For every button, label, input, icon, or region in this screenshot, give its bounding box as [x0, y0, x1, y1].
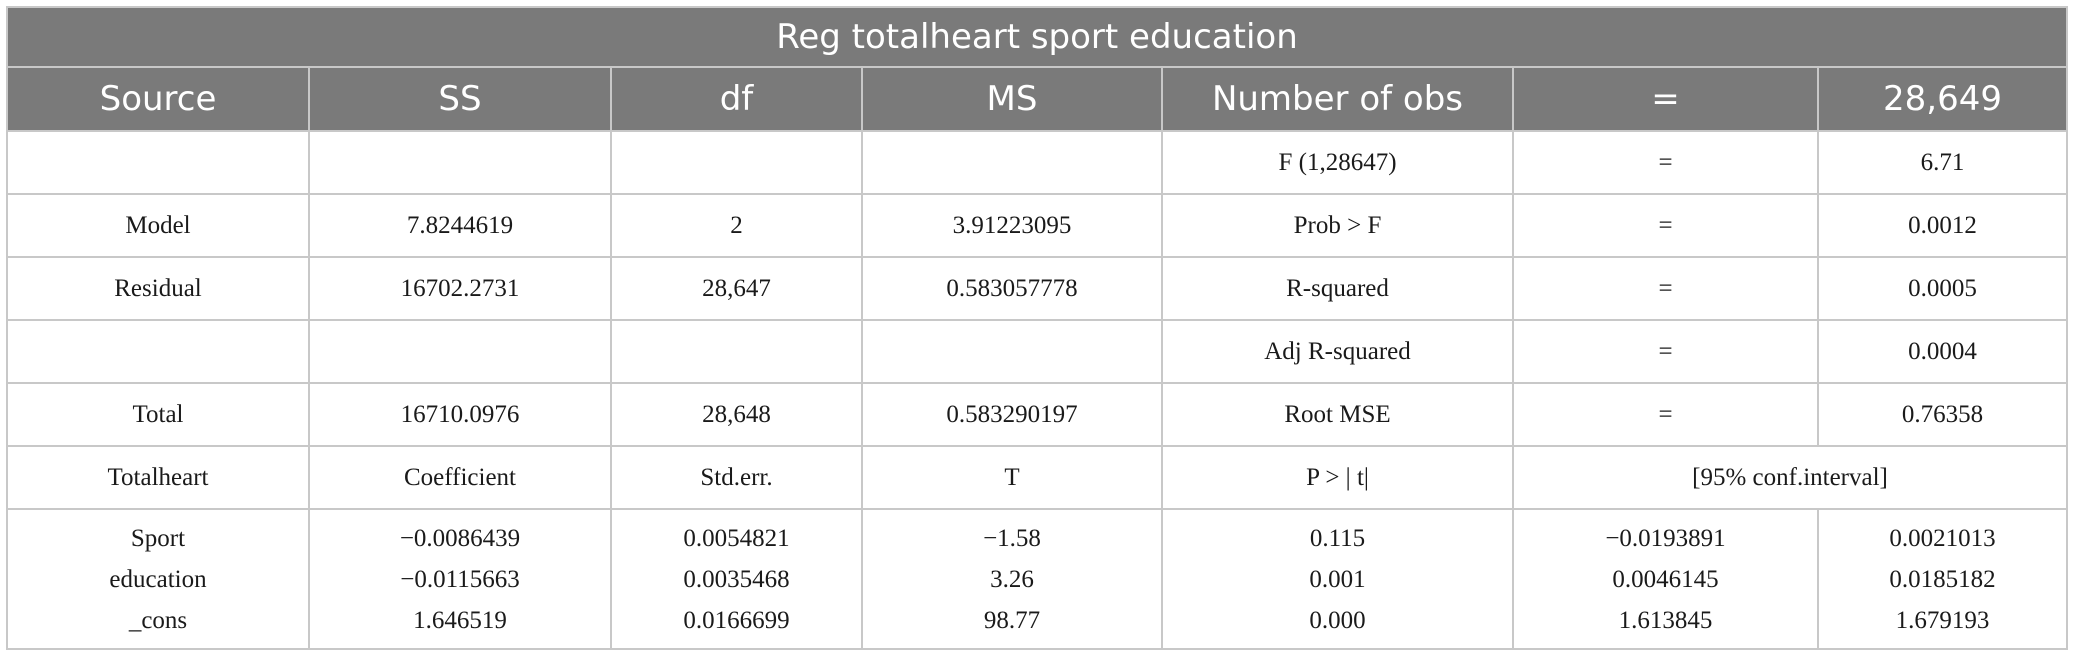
- table-cell: =: [1512, 382, 1819, 447]
- table-cell: 28,647: [610, 256, 863, 321]
- table-cell: 0.583057778: [861, 256, 1163, 321]
- header-row: Source SS df MS Number of obs = 28,649: [6, 66, 2069, 132]
- table-cell: Total: [6, 382, 310, 447]
- coef-var-cell: Sport education _cons: [6, 508, 310, 650]
- table-cell: F (1,28647): [1161, 130, 1514, 195]
- table-cell: Root MSE: [1161, 382, 1514, 447]
- std-err-value: 0.0035468: [683, 565, 790, 593]
- coef-var: _cons: [128, 606, 188, 634]
- table-cell: 3.91223095: [861, 193, 1163, 258]
- coef-value: −0.0086439: [399, 524, 521, 552]
- table-cell: Adj R-squared: [1161, 319, 1514, 384]
- header-source: Source: [6, 66, 310, 132]
- table-cell: 2: [610, 193, 863, 258]
- table-cell: 28,648: [610, 382, 863, 447]
- ci-lower-value: 0.0046145: [1612, 565, 1719, 593]
- table-row: Total 16710.0976 28,648 0.583290197 Root…: [6, 382, 2069, 447]
- table-cell: 16702.2731: [308, 256, 612, 321]
- table-row: Residual 16702.2731 28,647 0.583057778 R…: [6, 256, 2069, 321]
- ci-upper-value: 0.0185182: [1889, 565, 1996, 593]
- table-cell: 0.0004: [1816, 319, 2069, 384]
- p-value: 0.115: [1309, 524, 1366, 552]
- regression-table-container: Reg totalheart sport education Source SS…: [5, 6, 2069, 650]
- table-row: Adj R-squared = 0.0004: [6, 319, 2069, 384]
- coef-header-t: T: [861, 445, 1163, 510]
- t-stat-cell: −1.58 3.26 98.77: [861, 508, 1163, 650]
- table-row: Model 7.8244619 2 3.91223095 Prob > F = …: [6, 193, 2069, 258]
- table-cell: [861, 319, 1163, 384]
- table-cell: [308, 130, 612, 195]
- title-row: Reg totalheart sport education: [5, 6, 2069, 68]
- table-cell: =: [1512, 319, 1819, 384]
- coef-header-row: Totalheart Coefficient Std.err. T P > | …: [6, 445, 2069, 510]
- p-value: 0.001: [1309, 565, 1366, 593]
- coef-var: Sport: [130, 524, 186, 552]
- coef-header-ci: [95% conf.interval]: [1511, 445, 2069, 510]
- coef-rows: Sport education _cons −0.0086439 −0.0115…: [6, 508, 2069, 650]
- table-cell: 0.583290197: [861, 382, 1163, 447]
- table-cell: 0.76358: [1816, 382, 2069, 447]
- header-ss: SS: [308, 66, 612, 132]
- table-cell: Prob > F: [1161, 193, 1514, 258]
- table-cell: [6, 319, 310, 384]
- ci-upper-value: 0.0021013: [1889, 524, 1996, 552]
- ci-lower-value: −0.0193891: [1605, 524, 1726, 552]
- coef-header-var: Totalheart: [6, 445, 310, 510]
- coef-var: education: [109, 565, 207, 593]
- table-cell: R-squared: [1161, 256, 1514, 321]
- ci-upper-cell: 0.0021013 0.0185182 1.679193: [1816, 508, 2069, 650]
- table-cell: 0.0005: [1816, 256, 2069, 321]
- coef-header-p: P > | t|: [1161, 445, 1514, 510]
- table-cell: =: [1512, 256, 1819, 321]
- std-err-value: 0.0054821: [683, 524, 790, 552]
- coef-value-cell: −0.0086439 −0.0115663 1.646519: [308, 508, 612, 650]
- table-cell: [308, 319, 612, 384]
- t-stat-value: 98.77: [983, 606, 1041, 634]
- header-df: df: [610, 66, 863, 132]
- table-row: F (1,28647) = 6.71: [6, 130, 2069, 195]
- table-cell: =: [1512, 193, 1819, 258]
- regression-table: Reg totalheart sport education Source SS…: [5, 6, 2069, 650]
- table-cell: =: [1512, 130, 1819, 195]
- table-cell: [610, 130, 863, 195]
- table-cell: 0.0012: [1816, 193, 2069, 258]
- table-cell: [861, 130, 1163, 195]
- coef-header-se: Std.err.: [610, 445, 863, 510]
- coef-value: 1.646519: [413, 606, 507, 634]
- table-cell: 16710.0976: [308, 382, 612, 447]
- std-err-value: 0.0166699: [683, 606, 790, 634]
- p-value: 0.000: [1309, 606, 1366, 634]
- table-cell: 6.71: [1816, 130, 2069, 195]
- header-ms: MS: [861, 66, 1163, 132]
- t-stat-value: 3.26: [990, 565, 1034, 593]
- coef-value: −0.0115663: [400, 565, 520, 593]
- std-err-cell: 0.0054821 0.0035468 0.0166699: [610, 508, 863, 650]
- t-stat-value: −1.58: [983, 524, 1041, 552]
- table-cell: [6, 130, 310, 195]
- coef-header-coef: Coefficient: [308, 445, 612, 510]
- header-obs-value: 28,649: [1816, 66, 2069, 132]
- table-cell: 7.8244619: [308, 193, 612, 258]
- table-title: Reg totalheart sport education: [5, 6, 2069, 68]
- table-cell: Model: [6, 193, 310, 258]
- header-equals: =: [1512, 66, 1819, 132]
- header-number-of-obs: Number of obs: [1161, 66, 1514, 132]
- p-value-cell: 0.115 0.001 0.000: [1161, 508, 1514, 650]
- ci-upper-value: 1.679193: [1895, 606, 1990, 634]
- ci-lower-value: 1.613845: [1618, 606, 1713, 634]
- ci-lower-cell: −0.0193891 0.0046145 1.613845: [1512, 508, 1819, 650]
- table-cell: [610, 319, 863, 384]
- table-cell: Residual: [6, 256, 310, 321]
